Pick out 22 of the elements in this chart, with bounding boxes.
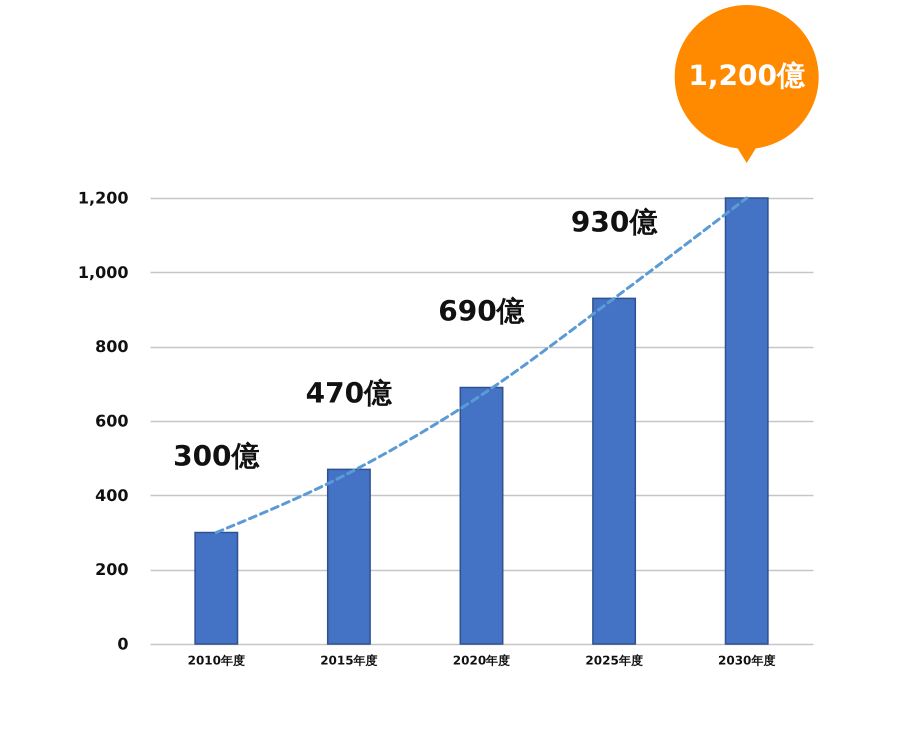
y-tick-label: 200 xyxy=(95,560,128,580)
data-label: 690億 xyxy=(438,294,526,328)
bar xyxy=(592,298,636,645)
x-tick-label: 2015年度 xyxy=(320,654,378,668)
x-tick-label: 2020年度 xyxy=(452,654,510,668)
text: 1,200億 xyxy=(688,59,806,92)
data-label: 470億 xyxy=(306,376,394,410)
y-tick-label: 0 xyxy=(117,634,128,654)
y-tick-label: 400 xyxy=(95,486,128,505)
data-label: 930億 xyxy=(570,205,658,238)
bar xyxy=(194,532,238,645)
y-tick-label: 800 xyxy=(95,337,128,356)
x-tick-label: 2030年度 xyxy=(718,654,776,668)
y-tick-label: 600 xyxy=(95,412,128,430)
data-label: 300億 xyxy=(173,440,261,472)
bar xyxy=(460,386,504,645)
bar xyxy=(724,197,769,645)
y-tick-label: 1,000 xyxy=(78,262,128,282)
x-tick-label: 2010年度 xyxy=(188,654,246,668)
x-tick-label: 2025年度 xyxy=(585,654,643,668)
bar xyxy=(326,468,371,645)
y-tick-label: 1,200 xyxy=(78,188,128,208)
